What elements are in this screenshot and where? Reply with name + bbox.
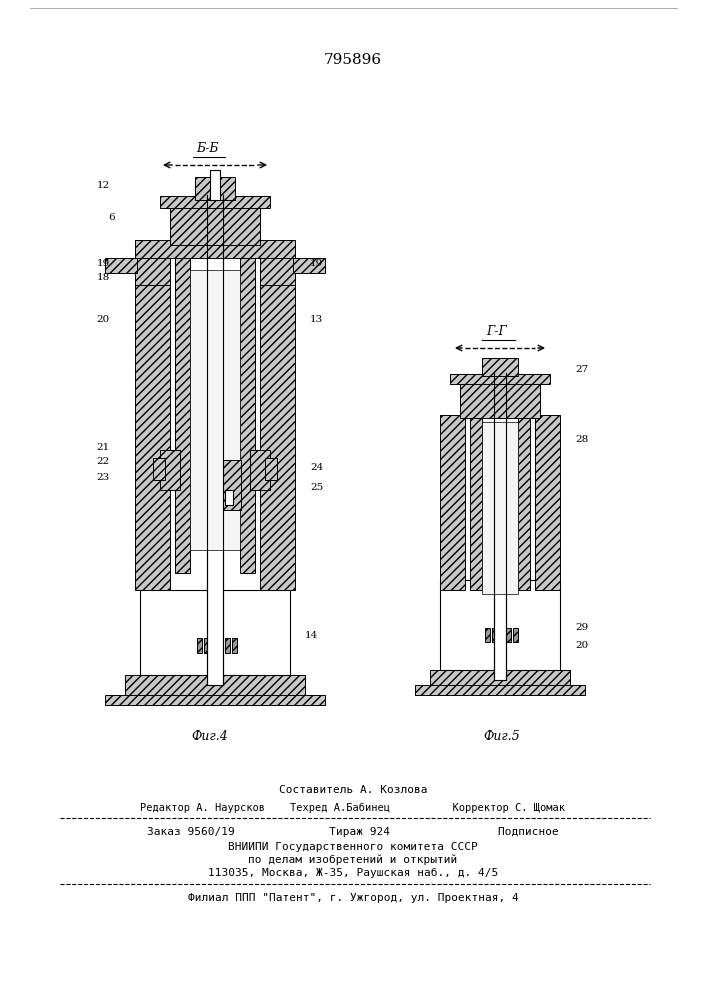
Bar [225, 638, 230, 653]
Bar [494, 373, 506, 680]
Bar [105, 258, 137, 273]
Text: 28: 28 [575, 436, 588, 444]
Bar [240, 258, 255, 573]
Text: 27: 27 [575, 365, 588, 374]
Bar [140, 590, 170, 675]
Bar [260, 590, 290, 675]
Bar [211, 638, 216, 653]
Bar [153, 458, 165, 480]
Bar [135, 280, 170, 590]
Bar [440, 580, 465, 670]
Text: 20: 20 [97, 316, 110, 324]
Bar [535, 580, 560, 670]
Bar [293, 258, 325, 273]
Bar [485, 628, 490, 642]
Bar [450, 374, 550, 384]
Text: Г-Г: Г-Г [486, 325, 508, 338]
Text: Редактор А. Наурсков    Техред А.Бабинец          Корректор С. Щомак: Редактор А. Наурсков Техред А.Бабинец Ко… [141, 803, 566, 813]
Bar [460, 378, 540, 418]
Text: 14: 14 [305, 631, 318, 640]
Text: по делам изобретений и открытий: по делам изобретений и открытий [248, 855, 457, 865]
Bar [506, 628, 511, 642]
Bar [518, 418, 530, 590]
Bar [195, 177, 235, 200]
Text: Фиг.4: Фиг.4 [192, 730, 228, 743]
Bar [140, 590, 290, 675]
Text: 18: 18 [97, 273, 110, 282]
Text: 25: 25 [310, 484, 323, 492]
Bar [232, 638, 237, 653]
Text: ВНИИПИ Государственного комитета СССР: ВНИИПИ Государственного комитета СССР [228, 842, 478, 852]
Text: 795896: 795896 [324, 53, 382, 67]
Bar [218, 638, 223, 653]
Text: 12: 12 [97, 180, 110, 190]
Text: Составитель А. Козлова: Составитель А. Козлова [279, 785, 427, 795]
Text: 24: 24 [310, 464, 323, 473]
Bar [440, 580, 560, 670]
Text: Фиг.5: Фиг.5 [484, 730, 520, 743]
Bar [223, 460, 241, 510]
Bar [105, 695, 325, 705]
Bar [265, 458, 277, 480]
Bar [210, 170, 220, 200]
Bar [160, 450, 180, 490]
Text: Заказ 9560/19              Тираж 924                Подписное: Заказ 9560/19 Тираж 924 Подписное [147, 827, 559, 837]
Bar [175, 258, 190, 573]
Bar [260, 280, 295, 590]
Text: Филиал ППП "Патент", г. Ужгород, ул. Проектная, 4: Филиал ППП "Патент", г. Ужгород, ул. Про… [187, 893, 518, 903]
Text: 22: 22 [97, 458, 110, 466]
Bar [170, 200, 260, 245]
Bar [250, 450, 270, 490]
Text: 23: 23 [97, 473, 110, 482]
Bar [440, 415, 465, 590]
Bar [499, 628, 504, 642]
Bar [135, 240, 295, 258]
Bar [492, 628, 497, 642]
Text: 20: 20 [575, 641, 588, 650]
Bar [482, 358, 518, 376]
Bar [207, 195, 223, 685]
Bar [197, 638, 202, 653]
Bar [513, 628, 518, 642]
Text: Б-Б: Б-Б [196, 142, 218, 155]
Text: 13: 13 [310, 316, 323, 324]
Bar [470, 418, 482, 590]
Bar [135, 255, 170, 285]
Text: 19: 19 [310, 258, 323, 267]
Bar [415, 685, 585, 695]
Text: 29: 29 [575, 624, 588, 633]
Text: 6: 6 [108, 214, 115, 223]
Bar [482, 422, 518, 594]
Bar [125, 675, 305, 700]
Bar [160, 196, 270, 208]
Text: 21: 21 [97, 444, 110, 452]
Bar [430, 670, 570, 692]
Bar [190, 270, 240, 550]
Text: 19: 19 [97, 258, 110, 267]
Bar [260, 255, 295, 285]
Bar [535, 415, 560, 590]
Bar [225, 490, 233, 505]
Text: 113035, Москва, Ж-35, Раушская наб., д. 4/5: 113035, Москва, Ж-35, Раушская наб., д. … [208, 868, 498, 878]
Bar [204, 638, 209, 653]
